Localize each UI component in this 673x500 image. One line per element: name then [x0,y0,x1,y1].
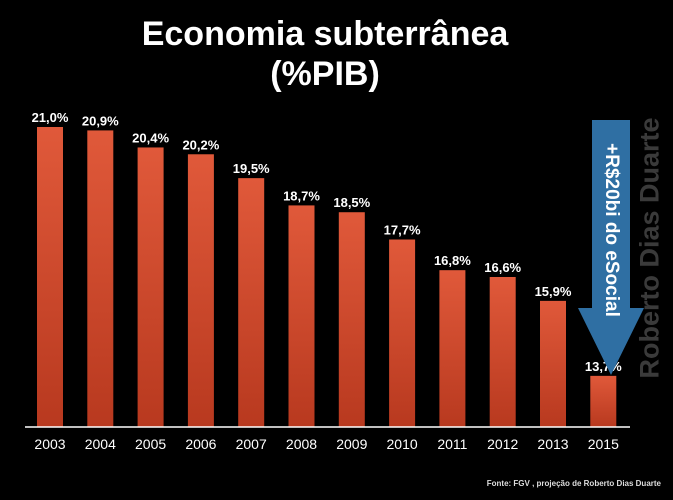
annotation-text: +R$20bi do eSocial [601,143,622,317]
value-label-2011: 16,8% [434,253,471,268]
x-tick-2015: 2015 [588,436,619,452]
esocial-annotation: +R$20bi do eSocial [578,120,644,375]
x-tick-2010: 2010 [387,436,418,452]
value-label-2003: 21,0% [32,110,69,125]
x-tick-2006: 2006 [185,436,216,452]
value-label-2010: 17,7% [384,223,421,238]
value-labels: 21,0% 20,9% 20,4% 20,2% 19,5% 18,7% 18,5% 17,7%… [32,110,623,374]
bars-layer [37,127,617,428]
title-line-2: (%PIB) [270,55,380,93]
x-tick-2011: 2011 [437,436,467,452]
source-note: Fonte: FGV , projeção de Roberto Dias Du… [486,479,661,488]
bar-2004 [87,130,114,427]
x-tick-2003: 2003 [34,436,65,452]
value-label-2009: 18,5% [333,195,370,210]
title-line-1: Economia subterrânea [141,15,509,53]
bar-2013 [540,300,566,427]
bar-2005 [137,147,164,428]
value-label-2005: 20,4% [132,130,169,145]
x-tick-2013: 2013 [537,436,568,452]
value-label-2013: 15,9% [535,284,572,299]
x-tick-2005: 2005 [135,436,166,452]
chart-title: Economia subterrânea (%PIB) [0,14,650,94]
x-tick-2012: 2012 [487,436,518,452]
bar-2007 [238,178,265,427]
x-tick-2004: 2004 [85,436,116,452]
bar-2011 [439,270,466,427]
value-label-2004: 20,9% [82,113,119,128]
bar-2010 [389,239,416,427]
value-label-2006: 20,2% [182,137,219,152]
bar-2003 [37,127,63,427]
bar-2012 [489,277,516,427]
x-tick-labels: 2003 2004 2005 2006 2007 2008 2009 2010 2011 2012… [34,436,619,452]
value-label-2012: 16,6% [484,260,521,275]
value-label-2008: 18,7% [283,188,320,203]
x-tick-2009: 2009 [336,436,367,452]
bar-2015 [590,375,617,427]
bar-2009 [338,212,365,427]
x-tick-2008: 2008 [286,436,317,452]
value-label-2007: 19,5% [233,161,270,176]
bar-2008 [288,205,315,427]
x-tick-2007: 2007 [236,436,267,452]
down-arrow-icon [578,120,644,375]
bar-2006 [187,154,214,428]
